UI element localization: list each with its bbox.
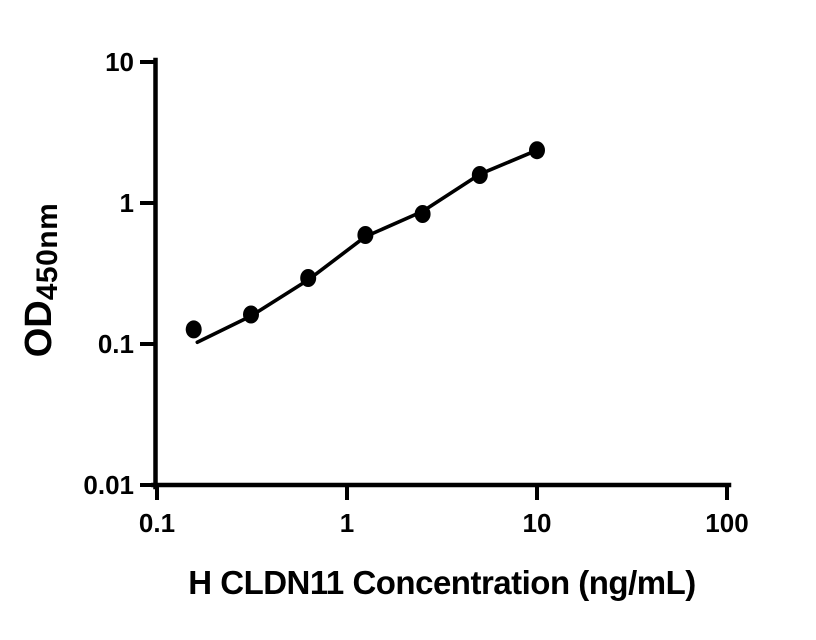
data-point: [243, 305, 259, 324]
data-point: [529, 141, 545, 160]
x-tick-label: 0.1: [139, 508, 175, 538]
x-tick-label: 100: [705, 508, 748, 538]
data-point: [357, 226, 374, 244]
data-point: [185, 320, 202, 339]
x-axis-title: H CLDN11 Concentration (ng/mL): [188, 564, 696, 601]
y-tick-label: 0.01: [83, 470, 134, 500]
y-tick-label: 1: [120, 188, 134, 218]
y-tick-label: 0.1: [98, 329, 134, 359]
y-tick-label: 10: [105, 47, 134, 77]
x-tick-label: 10: [523, 508, 552, 538]
data-point: [471, 166, 488, 184]
data-point: [300, 269, 317, 287]
data-point: [414, 205, 431, 223]
x-tick-label: 1: [340, 508, 354, 538]
